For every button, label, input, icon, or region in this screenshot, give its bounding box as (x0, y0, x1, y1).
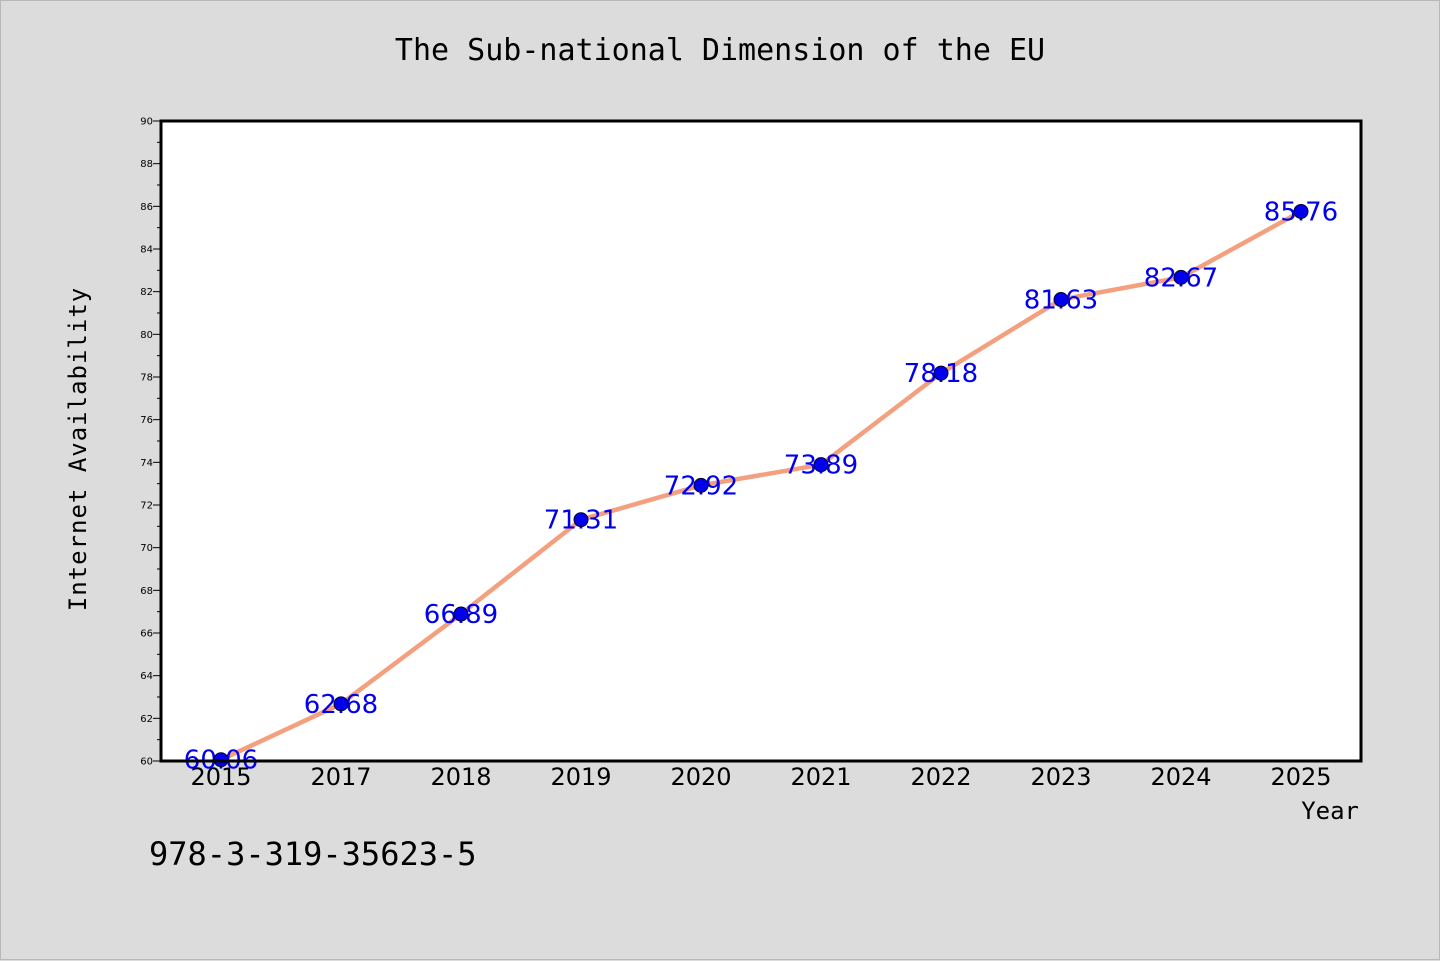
x-tick-label: 2025 (1270, 763, 1331, 791)
x-tick-label: 2020 (670, 763, 731, 791)
y-tick-label: 84 (140, 245, 153, 256)
y-tick-label: 62 (140, 714, 153, 725)
y-tick-label: 86 (140, 202, 153, 213)
x-tick-label: 2018 (430, 763, 491, 791)
data-point (1173, 269, 1189, 285)
plot-area (161, 121, 1361, 761)
y-tick-label: 90 (140, 117, 153, 128)
data-point (1053, 292, 1069, 308)
y-tick-label: 60 (140, 757, 153, 768)
y-tick-label: 74 (140, 458, 153, 469)
footer-isbn: 978-3-319-35623-5 (149, 835, 477, 873)
x-tick-label: 2021 (790, 763, 851, 791)
data-point (453, 606, 469, 622)
chart-title: The Sub-national Dimension of the EU (394, 33, 1046, 68)
plot-frame (159, 119, 1363, 763)
series-line (218, 209, 1304, 762)
x-axis-label: Year (1301, 797, 1359, 825)
x-tick-label: 2024 (1150, 763, 1211, 791)
y-tick-label: 72 (140, 501, 153, 512)
data-point (813, 457, 829, 473)
x-tick-label: 2023 (1030, 763, 1091, 791)
y-tick-label: 78 (140, 373, 153, 384)
data-point (333, 696, 349, 712)
y-tick-label: 64 (140, 671, 153, 682)
x-tick-label: 2022 (910, 763, 971, 791)
x-tick-label: 2019 (550, 763, 611, 791)
y-tick-label: 70 (140, 543, 153, 554)
data-point (693, 477, 709, 493)
x-tick-label: 2017 (310, 763, 371, 791)
y-tick-label: 66 (140, 629, 153, 640)
x-tick-label: 2015 (190, 763, 251, 791)
y-tick-label: 88 (140, 159, 153, 170)
y-tick-label: 76 (140, 415, 153, 426)
data-point (1293, 203, 1309, 219)
data-point (573, 512, 589, 528)
data-point (933, 365, 949, 381)
y-tick-label: 82 (140, 287, 153, 298)
y-tick-label: 80 (140, 330, 153, 341)
y-tick-label: 68 (140, 586, 153, 597)
